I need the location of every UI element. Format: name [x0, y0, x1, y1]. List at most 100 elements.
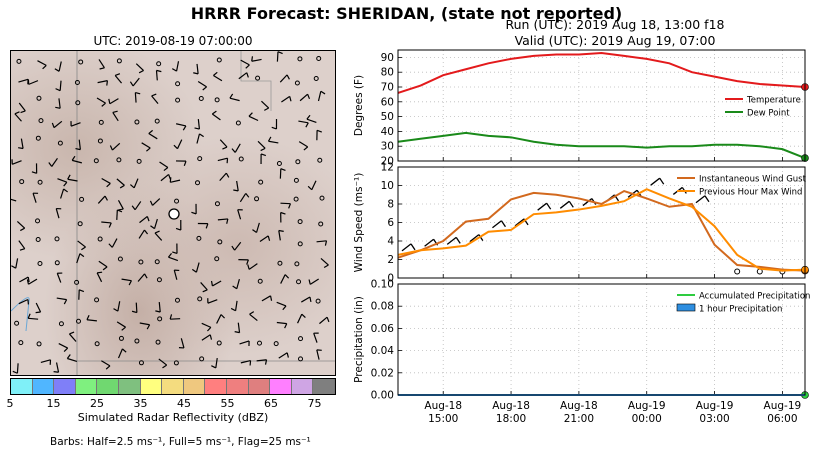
colorbar-segment [162, 379, 184, 394]
wind-barb [446, 236, 461, 245]
wind-barb [67, 174, 78, 182]
calm-barb [19, 179, 25, 185]
calm-barb [97, 138, 103, 144]
calm-barb [276, 160, 282, 166]
wind-barb [239, 193, 250, 203]
colorbar-tick: 15 [46, 397, 61, 410]
legend-label: Temperature [746, 96, 801, 106]
wind-barb [193, 63, 199, 75]
calm-barb [118, 335, 124, 341]
wind-barb [71, 155, 83, 164]
x-tick-label: Aug-19 [696, 400, 734, 412]
wind-barb [298, 120, 309, 128]
calm-barb [36, 341, 42, 347]
wind-barb [267, 136, 279, 144]
x-tick-label: Aug-19 [628, 400, 666, 412]
wind-barb [217, 157, 229, 164]
wind-barb [18, 138, 24, 150]
wind-barb [280, 202, 292, 209]
wind-barb [55, 207, 62, 219]
wind-barb [11, 258, 19, 269]
colorbar-segment [75, 379, 98, 394]
map-title: UTC: 2019-08-19 07:00:00 [93, 34, 253, 48]
wind-barb [96, 271, 103, 283]
calm-barb [197, 156, 203, 162]
colorbar-segment [97, 379, 119, 394]
wind-barb [248, 112, 259, 122]
wind-barb [259, 235, 271, 242]
county-boundary [240, 51, 272, 111]
wind-barb [101, 360, 111, 370]
calm-barb [195, 180, 201, 186]
calm-barb [76, 318, 82, 324]
wind-barb [231, 143, 241, 153]
wind-barb [316, 129, 322, 141]
wind-barb [194, 119, 201, 130]
wind-barb [237, 209, 243, 220]
calm-barb [294, 80, 300, 86]
colorbar-segment [118, 379, 141, 394]
legend-label: 1 hour Precipitation [699, 305, 782, 315]
wind-barb [169, 314, 181, 320]
y-tick-label: 40 [381, 126, 394, 138]
wind-barb [232, 278, 240, 290]
wind-barb [32, 192, 39, 203]
calm-barb [156, 61, 162, 67]
calm-barb [216, 340, 222, 346]
wind-barb [240, 59, 250, 69]
wind-barb [68, 331, 77, 342]
station-marker [168, 208, 180, 220]
calm-barb [54, 260, 60, 266]
calm-barb [36, 95, 42, 101]
calm-barb [214, 97, 220, 103]
wind-barb [66, 354, 78, 363]
wind-barb [211, 357, 218, 369]
legend-swatch [676, 303, 696, 312]
wind-barb [233, 180, 239, 192]
wind-barb [51, 120, 63, 129]
wind-barb [307, 180, 317, 191]
calm-barb [297, 219, 303, 225]
calm-barb [238, 156, 244, 162]
calm-barb [173, 360, 179, 366]
y-tick-label: 0.08 [371, 301, 394, 313]
plot-frame [397, 166, 806, 279]
wind-barb [401, 243, 416, 252]
y-tick-label: 0.00 [371, 390, 394, 402]
calm-barb [217, 239, 223, 245]
series-line [397, 51, 806, 94]
wind-barb [201, 322, 212, 332]
y-tick-label: 70 [381, 82, 394, 94]
wind-barb [18, 78, 29, 85]
radar-map [6, 50, 336, 376]
calm-barb [256, 340, 262, 346]
calm-barb [199, 356, 205, 362]
calm-barb [116, 58, 122, 64]
series-line [397, 188, 806, 272]
wind-barb [316, 240, 328, 246]
calm-barb [38, 118, 44, 124]
colorbar-tick: 25 [90, 397, 104, 410]
wind-barb-field [6, 51, 335, 375]
y-tick-label: 60 [381, 96, 394, 108]
wind-barb [19, 276, 30, 283]
calm-barb [156, 277, 162, 283]
x-tick-label: 15:00 [428, 413, 458, 425]
y-axis-label: Precipitation (in) [353, 296, 365, 383]
wind-barb [695, 195, 710, 204]
wind-barb [280, 274, 290, 284]
wind-barb [141, 142, 151, 152]
wind-barb [276, 51, 283, 62]
calm-barb [16, 58, 22, 64]
wind-barb [108, 238, 118, 248]
wind-barb [297, 313, 306, 324]
wind-barb [76, 253, 85, 264]
series-line [397, 131, 806, 159]
wind-barb [316, 349, 322, 360]
wind-barb [116, 321, 126, 331]
calm-marker [734, 268, 741, 275]
wind-barb [210, 280, 222, 287]
calm-barb [235, 120, 241, 126]
wind-barb [131, 302, 138, 314]
